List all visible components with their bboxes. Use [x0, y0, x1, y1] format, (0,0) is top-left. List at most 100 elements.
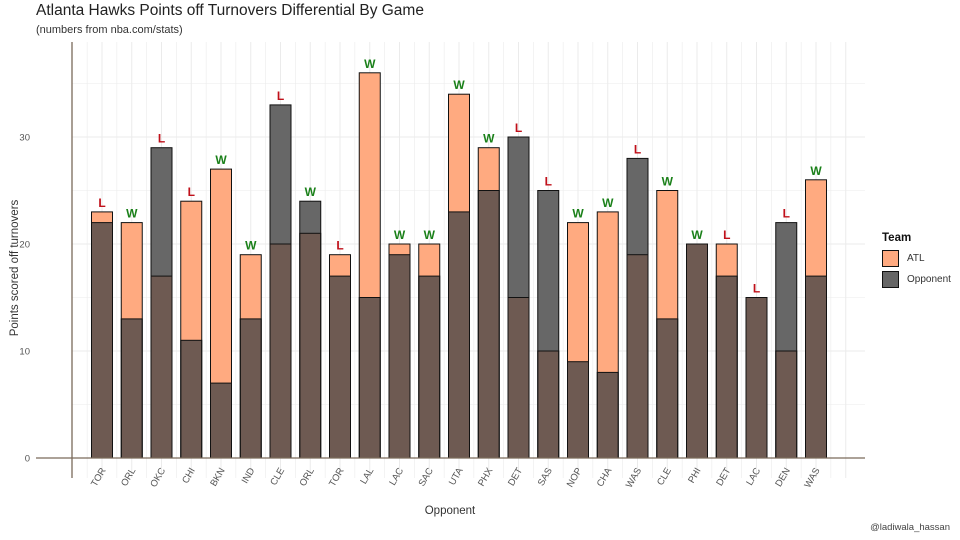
x-tick-label: DEN [773, 466, 793, 489]
result-label: L [634, 142, 641, 156]
bar-overlap [151, 276, 172, 458]
bar-atl [210, 169, 232, 384]
bar-overlap [716, 276, 738, 458]
result-label: W [305, 185, 317, 199]
result-label: W [483, 132, 495, 146]
bar-overlap [597, 372, 619, 458]
bar-overlap [299, 233, 321, 458]
x-tick-label: PHX [476, 465, 496, 488]
bar-overlap [329, 276, 351, 458]
axes [36, 42, 865, 478]
bar-overlap [508, 297, 529, 458]
y-axis-title: Points scored off turnovers [9, 199, 21, 337]
bar-overlap [121, 318, 143, 458]
y-tick-label: 30 [19, 133, 30, 144]
caption-credit: @ladiwala_hassan [870, 522, 950, 533]
x-tick-label: PHI [686, 466, 703, 485]
bar-opponent [151, 147, 172, 277]
result-label: L [723, 228, 730, 242]
bar-overlap [805, 276, 827, 458]
result-label: W [215, 153, 227, 167]
legend-item-atl: ATL [882, 248, 951, 269]
bars [91, 72, 827, 459]
bar-opponent [270, 104, 291, 245]
legend-swatch-opponent [882, 271, 899, 288]
result-label: W [453, 78, 465, 92]
x-axis-title: Opponent [424, 505, 476, 517]
result-label: L [753, 282, 760, 296]
x-tick-label: IND [240, 466, 258, 486]
x-tick-label: ORL [119, 466, 138, 488]
bar-overlap [537, 351, 559, 458]
bar-overlap [210, 383, 232, 458]
legend-swatch-atl [882, 250, 899, 267]
bar-opponent [537, 190, 559, 351]
bar-atl [121, 222, 143, 319]
result-label: L [98, 196, 105, 210]
bar-overlap [627, 254, 648, 458]
legend: Team ATL Opponent [882, 232, 951, 290]
result-label: L [158, 132, 165, 146]
result-label: W [394, 228, 406, 242]
bar-atl [359, 72, 381, 298]
result-label: W [691, 228, 703, 242]
result-label: W [662, 175, 674, 189]
x-tick-label: DET [714, 466, 733, 488]
bar-opponent [775, 222, 797, 351]
bar-overlap [240, 318, 262, 458]
y-tick-label: 20 [19, 240, 30, 251]
x-tick-label: UTA [447, 465, 466, 487]
y-tick-label: 10 [19, 347, 30, 358]
bar-atl [91, 211, 113, 223]
bar-overlap [686, 244, 708, 458]
result-labels: L W L L W W L W L W W W W W L L W W L W W L L L W [98, 57, 822, 296]
bar-atl [805, 179, 827, 277]
result-label: L [515, 121, 522, 135]
bar-overlap [180, 340, 202, 458]
result-label: W [364, 57, 376, 71]
x-tick-label: WAS [624, 466, 644, 490]
x-tick-label: BKN [208, 466, 227, 489]
bar-atl [389, 244, 410, 255]
x-tick-label: TOR [89, 466, 109, 489]
bar-overlap [270, 244, 291, 458]
x-tick-label: DET [506, 466, 525, 488]
bar-overlap [567, 361, 589, 458]
bar-overlap [775, 351, 797, 458]
bar-overlap [656, 318, 678, 458]
x-tick-label: LAC [387, 466, 406, 488]
result-label: L [545, 175, 552, 189]
bar-atl [180, 201, 202, 341]
x-tick-label: LAC [744, 466, 763, 488]
bar-atl [329, 254, 351, 277]
bar-atl [597, 211, 619, 373]
bar-overlap [448, 211, 470, 458]
legend-title: Team [882, 232, 912, 244]
result-label: W [424, 228, 436, 242]
x-tick-label: OKC [148, 466, 168, 489]
x-tick-label: CLE [268, 466, 287, 488]
result-label: L [277, 89, 284, 103]
x-tick-label: TOR [327, 466, 347, 489]
result-label: W [126, 207, 138, 221]
x-tick-label: SAC [417, 466, 436, 489]
bar-atl [656, 190, 678, 319]
x-tick-label: CLE [655, 466, 674, 488]
x-tick-label: NOP [565, 466, 585, 489]
legend-label-opponent: Opponent [907, 274, 951, 285]
chart-subtitle: (numbers from nba.com/stats) [36, 24, 183, 36]
x-tick-label: ORL [298, 466, 317, 488]
result-label: L [336, 239, 343, 253]
bar-overlap [418, 276, 440, 458]
result-label: W [602, 196, 614, 210]
result-label: W [245, 239, 257, 253]
result-label: L [188, 185, 195, 199]
result-label: W [810, 164, 822, 178]
chart-title: Atlanta Hawks Points off Turnovers Diffe… [36, 2, 424, 19]
bar-atl [478, 147, 500, 191]
x-tick-label: SAS [536, 466, 555, 488]
bar-overlap [359, 297, 381, 458]
bar-opponent [299, 201, 321, 234]
bar-atl [448, 94, 470, 212]
